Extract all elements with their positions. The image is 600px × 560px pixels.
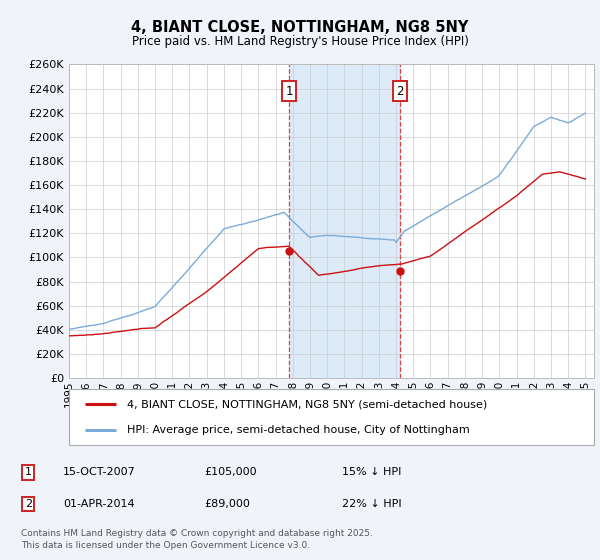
Text: £105,000: £105,000	[204, 467, 257, 477]
Text: 15-OCT-2007: 15-OCT-2007	[63, 467, 136, 477]
Text: 22% ↓ HPI: 22% ↓ HPI	[342, 499, 401, 509]
Bar	[289, 64, 400, 378]
FancyBboxPatch shape	[69, 389, 594, 445]
Text: Contains HM Land Registry data © Crown copyright and database right 2025.
This d: Contains HM Land Registry data © Crown c…	[21, 529, 373, 550]
Text: 01-APR-2014: 01-APR-2014	[63, 499, 134, 509]
Text: 1: 1	[286, 85, 293, 97]
Text: 2: 2	[25, 499, 32, 509]
Text: £89,000: £89,000	[204, 499, 250, 509]
Text: 2: 2	[397, 85, 404, 97]
Text: HPI: Average price, semi-detached house, City of Nottingham: HPI: Average price, semi-detached house,…	[127, 425, 470, 435]
Text: 4, BIANT CLOSE, NOTTINGHAM, NG8 5NY (semi-detached house): 4, BIANT CLOSE, NOTTINGHAM, NG8 5NY (sem…	[127, 399, 487, 409]
Text: 15% ↓ HPI: 15% ↓ HPI	[342, 467, 401, 477]
Text: 1: 1	[25, 467, 32, 477]
Text: Price paid vs. HM Land Registry's House Price Index (HPI): Price paid vs. HM Land Registry's House …	[131, 35, 469, 48]
Text: 4, BIANT CLOSE, NOTTINGHAM, NG8 5NY: 4, BIANT CLOSE, NOTTINGHAM, NG8 5NY	[131, 20, 469, 35]
